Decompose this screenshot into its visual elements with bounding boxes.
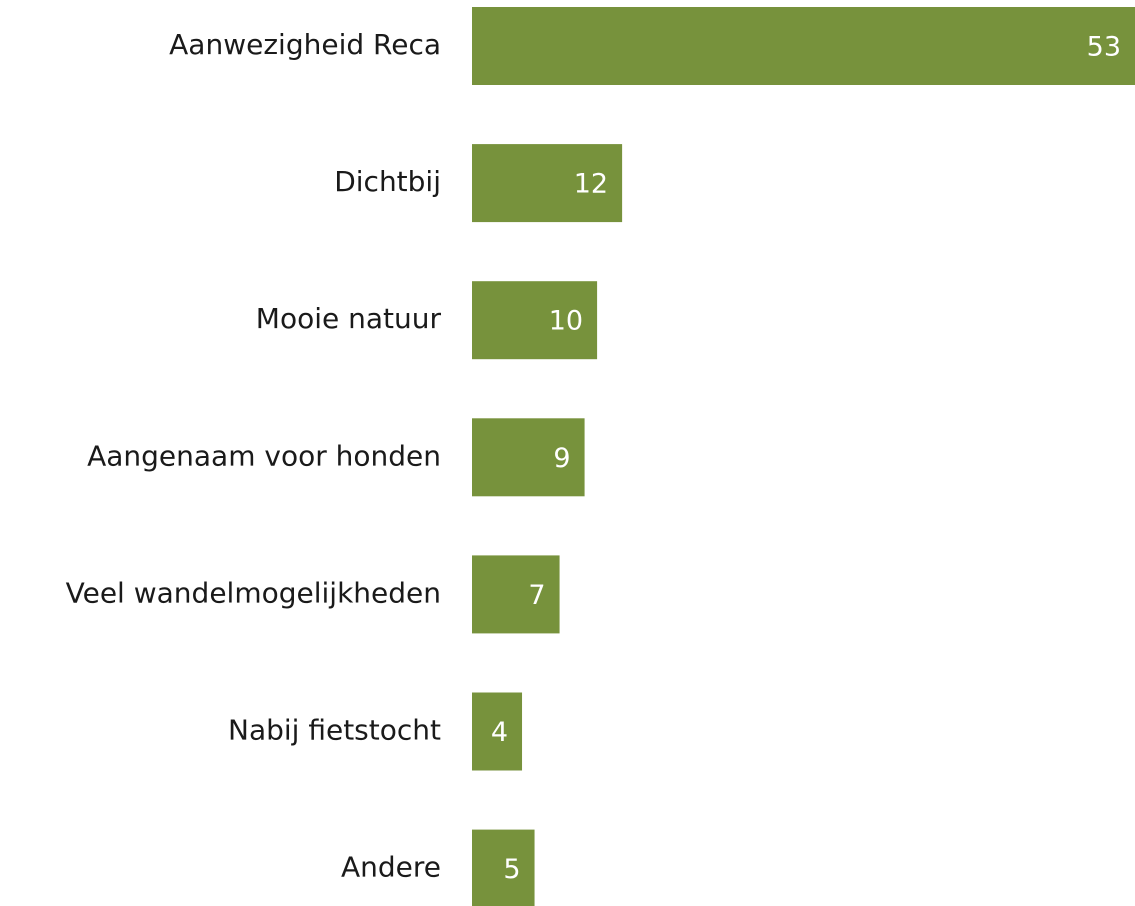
value-label: 5 <box>503 854 520 885</box>
bar <box>472 7 1135 85</box>
category-label: Aanwezigheid Reca <box>169 28 441 61</box>
bar <box>472 692 523 771</box>
value-label: 7 <box>528 580 545 611</box>
bar <box>472 281 598 360</box>
value-label: 9 <box>553 443 570 474</box>
value-label: 53 <box>1087 32 1121 63</box>
bar <box>472 144 623 223</box>
category-label: Dichtbij <box>334 165 441 198</box>
bar <box>472 829 535 906</box>
category-label: Mooie natuur <box>256 302 442 335</box>
category-label: Andere <box>341 851 441 884</box>
category-label: Veel wandelmogelijkheden <box>66 576 441 609</box>
category-label: Nabij fietstocht <box>228 714 441 747</box>
category-label: Aangenaam voor honden <box>87 439 441 472</box>
value-label: 4 <box>491 717 508 748</box>
value-label: 12 <box>574 169 608 200</box>
value-label: 10 <box>549 306 583 337</box>
bar <box>472 418 585 497</box>
bar <box>472 555 560 634</box>
